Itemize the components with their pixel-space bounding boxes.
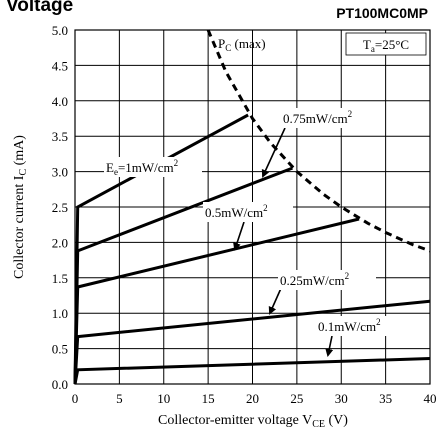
x-tick-label: 35 [379, 391, 392, 406]
label-arrow-4 [268, 285, 283, 315]
y-tick-label: 2.0 [52, 235, 68, 250]
y-tick-label: 1.5 [52, 271, 68, 286]
series-label-2: 0.75mW/cm2 [280, 108, 374, 128]
y-axis-title-unit: (mA) [12, 135, 27, 169]
svg-text:0.75mW/cm2: 0.75mW/cm2 [283, 109, 352, 126]
series-2-name: 0.75mW/cm [283, 111, 348, 126]
series-3-name-sup: 2 [263, 203, 268, 213]
y-axis-title-sub: C [18, 169, 29, 176]
svg-text:0.5mW/cm2: 0.5mW/cm2 [205, 203, 268, 220]
condition-sub: a [371, 44, 375, 54]
x-axis-title-sub: CE [312, 419, 325, 430]
series-4-name-sup: 2 [345, 271, 350, 281]
label-arrow-3 [233, 221, 245, 251]
series-line-4 [73, 299, 431, 385]
condition-box [345, 32, 427, 56]
pc-max-label: PC (max) [218, 36, 266, 53]
y-tick-label: 1.0 [52, 306, 68, 321]
series-1-name-sub: e [114, 167, 118, 177]
x-tick-label: 40 [424, 391, 437, 406]
x-tick-label: 0 [72, 391, 79, 406]
x-axis-title: Collector-emitter voltage VCE (V) [158, 413, 348, 430]
chart-heading-fragment: Voltage [6, 0, 73, 16]
svg-text:0.25mW/cm2: 0.25mW/cm2 [280, 271, 349, 288]
label-arrow-5 [325, 335, 334, 357]
y-axis-title: Collector current IC (mA) [12, 135, 29, 279]
label-arrow-2 [261, 127, 286, 178]
x-tick-label: 20 [246, 391, 259, 406]
y-tick-label: 4.5 [52, 58, 68, 73]
series-1-name: E [106, 160, 114, 175]
series-2-name-sup: 2 [348, 109, 353, 119]
x-tick-label: 25 [290, 391, 303, 406]
x-tick-label: 15 [202, 391, 215, 406]
x-tick-label: 5 [116, 391, 123, 406]
series-line-2 [73, 166, 293, 385]
condition-label: Ta=25°C [363, 37, 409, 54]
x-axis-title-unit: (V) [325, 413, 348, 428]
series-3-name: 0.5mW/cm [205, 205, 263, 220]
condition-suffix: =25°C [375, 37, 409, 52]
x-tick-label: 10 [157, 391, 170, 406]
series-label-5: 0.1mW/cm2 [316, 316, 410, 336]
series-label-4: 0.25mW/cm2 [278, 270, 376, 290]
condition-prefix: T [363, 37, 371, 52]
y-tick-label: 3.5 [52, 129, 68, 144]
series-1-name-sup: 2 [174, 158, 179, 168]
y-tick-label: 0.5 [52, 342, 68, 357]
y-tick-label: 0.0 [52, 377, 68, 392]
svg-text:0.1mW/cm2: 0.1mW/cm2 [318, 317, 381, 334]
series-label-1: Ee=1mW/cm2 [104, 157, 202, 177]
model-number: PT100MC0MP [336, 5, 428, 21]
y-tick-label: 2.5 [52, 200, 68, 215]
series-line-5 [73, 357, 431, 385]
x-tick-label: 30 [335, 391, 348, 406]
series-label-3: 0.5mW/cm2 [203, 202, 293, 222]
pc-max-suffix: (max) [231, 36, 265, 51]
annotations [233, 127, 334, 357]
series-4-name: 0.25mW/cm [280, 273, 345, 288]
y-tick-labels: 0.0 0.5 1.0 1.5 2.0 2.5 3.0 3.5 4.0 4.5 5.0 [52, 23, 68, 392]
series-lines [73, 113, 431, 385]
pc-max-prefix: P [218, 36, 225, 51]
series-5-name: 0.1mW/cm [318, 319, 376, 334]
series-1-name-suffix: =1mW/cm [118, 160, 174, 175]
y-tick-label: 3.0 [52, 165, 68, 180]
y-tick-label: 5.0 [52, 23, 68, 38]
y-tick-label: 4.0 [52, 94, 68, 109]
series-line-1 [73, 113, 249, 385]
x-tick-labels: 0 5 10 15 20 25 30 35 40 [72, 391, 437, 406]
series-line-3 [73, 217, 360, 385]
x-axis-title-main: Collector-emitter voltage V [158, 413, 312, 428]
series-5-name-sup: 2 [376, 317, 381, 327]
pc-max-sub: C [225, 43, 231, 53]
svg-text:Ee=1mW/cm2: Ee=1mW/cm2 [106, 158, 178, 177]
y-axis-title-main: Collector current I [12, 175, 27, 279]
